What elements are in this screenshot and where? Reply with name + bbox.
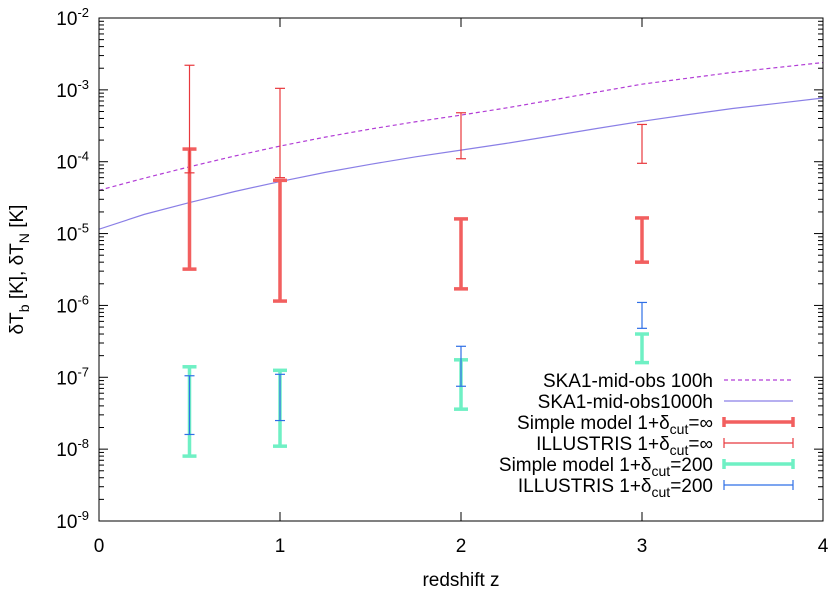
y-tick-exponent: -9 [77, 508, 89, 523]
y-axis-title-subscript: N [16, 233, 32, 243]
y-tick-exponent: -4 [77, 149, 89, 164]
errorbar-5-2 [456, 345, 466, 387]
errorbar-5-0 [184, 375, 195, 436]
y-tick-exponent: -7 [77, 364, 89, 379]
y-tick-label: 10-6 [56, 292, 89, 317]
legend-label-text: =∞ [688, 434, 713, 455]
errorbar-2-2 [454, 217, 468, 291]
x-tick-label: 1 [275, 536, 286, 557]
legend-label: Simple model 1+δcut​=∞ [517, 413, 713, 437]
y-tick-label: 10-5 [56, 221, 89, 246]
y-axis-title: δTb​ [K], δTN​ [K] [7, 205, 32, 335]
y-tick-base: 10 [56, 153, 77, 174]
legend-entry-3: ILLUSTRIS 1+δcut​=∞ [536, 434, 794, 458]
legend-label-text: =200 [670, 455, 713, 476]
legend-entry-2: Simple model 1+δcut​=∞ [517, 413, 795, 437]
y-tick-base: 10 [56, 81, 77, 102]
y-tick-label: 10-3 [56, 77, 89, 102]
legend-label-text: Simple model 1+δ [499, 455, 652, 476]
legend-entry-1: SKA1-mid-obs1000h [538, 392, 793, 413]
y-tick-exponent: -2 [77, 5, 89, 20]
y-tick-exponent: -8 [77, 436, 89, 451]
legend-label-subscript: cut [652, 484, 671, 500]
y-tick-label: 10-8 [56, 436, 89, 461]
y-tick-base: 10 [56, 512, 77, 533]
legend: SKA1-mid-obs 100hSKA1-mid-obs1000hSimple… [499, 371, 795, 500]
y-tick-label: 10-9 [56, 508, 89, 533]
y-axis-title-part: [K] [7, 205, 28, 234]
y-tick-exponent: -5 [77, 221, 89, 236]
y-tick-base: 10 [56, 368, 77, 389]
y-tick-base: 10 [56, 440, 77, 461]
legend-label: ILLUSTRIS 1+δcut​=200 [518, 476, 713, 500]
legend-entry-0: SKA1-mid-obs 100h [543, 371, 793, 392]
legend-label-text: ILLUSTRIS 1+δ [518, 476, 652, 497]
y-tick-base: 10 [56, 296, 77, 317]
legend-label-subscript: cut [652, 463, 671, 479]
y-tick-label: 10-4 [56, 149, 89, 174]
y-axis-title-subscript: b [16, 304, 32, 312]
x-tick-label: 2 [456, 536, 467, 557]
legend-label: SKA1-mid-obs1000h [538, 392, 713, 413]
y-tick-label: 10-7 [56, 364, 89, 389]
errorbar-3-3 [637, 123, 647, 164]
errorbar-3-2 [456, 112, 466, 160]
legend-label-text: =200 [670, 476, 713, 497]
legend-label-text: Simple model 1+δ [517, 413, 670, 434]
y-axis-title-part: δT [7, 312, 28, 335]
y-tick-label: 10-2 [56, 5, 89, 30]
legend-label-subscript: cut [670, 421, 689, 437]
errorbar-3-0 [184, 64, 195, 174]
y-tick-exponent: -6 [77, 292, 89, 307]
legend-label-text: ILLUSTRIS 1+δ [536, 434, 670, 455]
x-tick-label: 3 [637, 536, 648, 557]
y-tick-exponent: -3 [77, 77, 89, 92]
y-tick-base: 10 [56, 225, 77, 246]
errorbar-3-1 [275, 87, 285, 179]
y-tick-base: 10 [56, 9, 77, 30]
legend-label: SKA1-mid-obs 100h [543, 371, 713, 392]
legend-label: ILLUSTRIS 1+δcut​=∞ [536, 434, 713, 458]
x-axis-title: redshift z [422, 570, 499, 591]
errorbars-layer [182, 64, 649, 458]
legend-entry-4: Simple model 1+δcut​=200 [499, 455, 795, 479]
errorbar-5-3 [637, 301, 647, 329]
y-axis-title-part: [K], δT [7, 243, 28, 305]
x-tick-label: 4 [818, 536, 829, 557]
errorbar-5-1 [275, 373, 285, 422]
errorbar-4-3 [635, 332, 649, 365]
legend-label-text: SKA1-mid-obs1000h [538, 392, 713, 413]
legend-label: Simple model 1+δcut​=200 [499, 455, 713, 479]
errorbar-2-1 [273, 178, 287, 303]
x-tick-label: 0 [94, 536, 105, 557]
legend-label-text: =∞ [688, 413, 713, 434]
axes-layer: 10-210-310-410-510-610-710-810-90 1 2 3 4 [56, 5, 828, 557]
legend-label-text: SKA1-mid-obs 100h [543, 371, 713, 392]
legend-label-subscript: cut [670, 442, 689, 458]
legend-entry-5: ILLUSTRIS 1+δcut​=200 [518, 476, 794, 500]
errorbar-2-3 [635, 216, 649, 264]
